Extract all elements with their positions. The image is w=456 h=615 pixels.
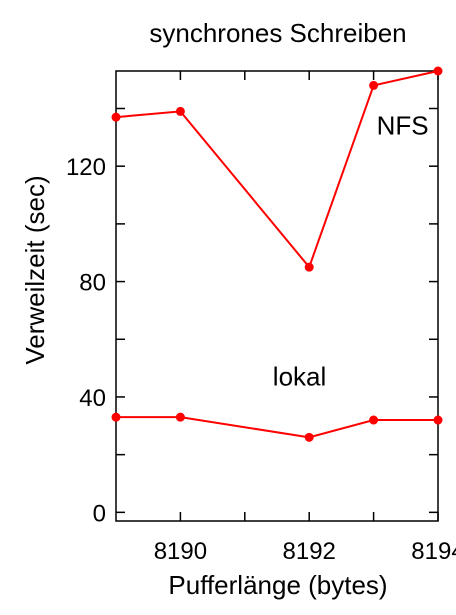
series-label: NFS: [377, 110, 429, 140]
series-line-nfs: [115, 70, 439, 270]
x-axis-label: Pufferlänge (bytes): [168, 570, 387, 600]
chart-title: synchrones Schreiben: [149, 18, 406, 48]
data-point: [175, 412, 185, 422]
series-labels: NFS lokal: [273, 110, 429, 391]
y-tick-label: 80: [79, 270, 106, 297]
data-point: [111, 412, 121, 422]
data-point: [433, 66, 443, 76]
plot-frame: [115, 70, 439, 522]
axis-ticks: [116, 71, 439, 521]
data-point: [111, 112, 121, 122]
y-tick-label: 120: [66, 154, 106, 181]
series-points: [111, 66, 443, 442]
y-tick-label: 40: [79, 385, 106, 412]
y-axis-label: Verweilzeit (sec): [20, 175, 50, 364]
data-point: [304, 262, 314, 272]
series-label: lokal: [273, 361, 326, 391]
y-tick-label: 0: [93, 500, 106, 527]
x-tick-label: 8192: [283, 538, 336, 565]
data-point: [369, 415, 379, 425]
tick-labels: 8190 8192 8194 0 40 80 120: [66, 154, 456, 565]
series-line-lokal: [116, 416, 438, 439]
x-tick-label: 8194: [411, 538, 456, 565]
data-point: [369, 80, 379, 90]
x-tick-label: 8190: [154, 538, 207, 565]
data-point: [433, 415, 443, 425]
data-point: [175, 106, 185, 116]
data-point: [304, 432, 314, 442]
